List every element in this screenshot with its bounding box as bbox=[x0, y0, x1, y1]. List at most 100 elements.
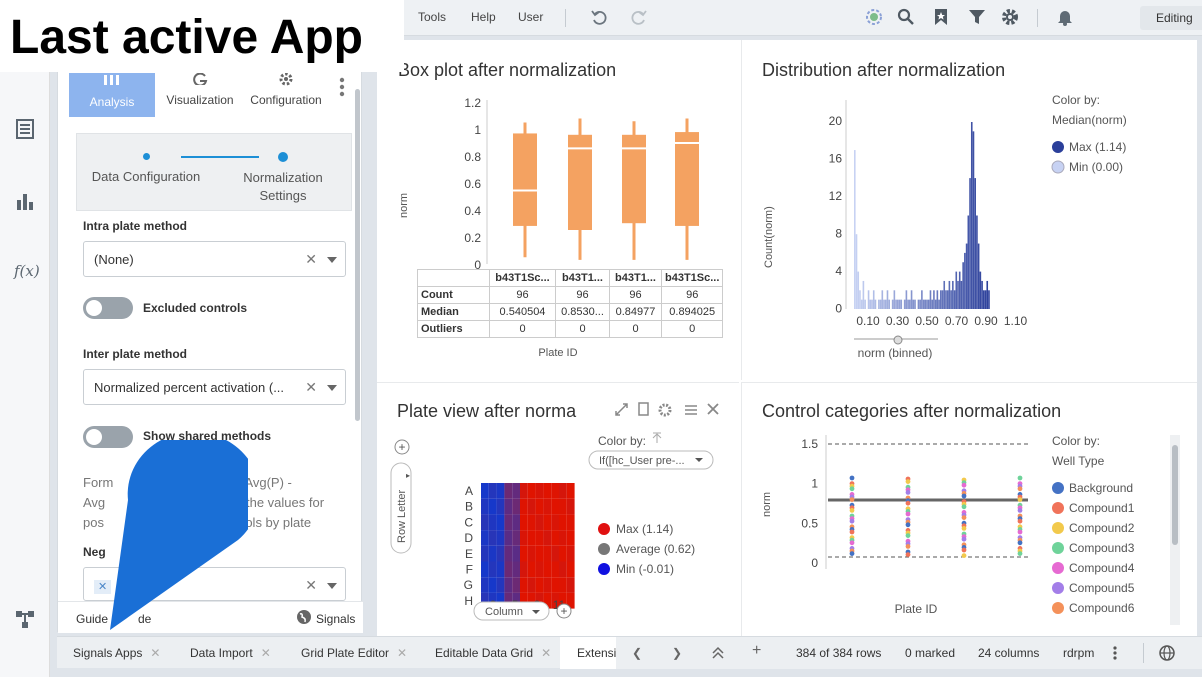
more-options-icon[interactable] bbox=[1112, 645, 1118, 661]
ctrl-legend-swatch bbox=[1052, 602, 1064, 614]
ctrl-point bbox=[905, 490, 911, 495]
close-icon: ✕ bbox=[397, 646, 408, 660]
guide-link[interactable]: Guide bbox=[76, 612, 109, 626]
box-row-label: Median bbox=[417, 303, 490, 321]
language-globe-icon[interactable] bbox=[1158, 644, 1176, 662]
dist-bar bbox=[952, 280, 954, 309]
menu-tools[interactable]: Tools bbox=[418, 10, 447, 24]
mode-dropdown[interactable]: Editing bbox=[1140, 6, 1202, 30]
ctrl-ylabel: norm bbox=[761, 492, 773, 517]
menu-user[interactable]: User bbox=[518, 10, 544, 24]
last-active-app-label: Last active App bbox=[0, 0, 404, 72]
bookmark-icon[interactable] bbox=[932, 8, 950, 26]
scrollbar[interactable] bbox=[355, 89, 360, 421]
plate-colorexpr: If([hc_User pre-... bbox=[599, 455, 685, 467]
intra-plate-select[interactable]: (None) ✕ bbox=[83, 241, 346, 277]
control-categories-viz[interactable]: Control categories after normalization n… bbox=[741, 382, 1197, 636]
gear-icon[interactable] bbox=[1001, 8, 1019, 26]
menu-help[interactable]: Help bbox=[471, 10, 496, 24]
ctrl-point bbox=[905, 552, 911, 557]
clear-icon[interactable]: ✕ bbox=[305, 577, 317, 593]
caret-down-icon[interactable] bbox=[327, 583, 337, 589]
plate-cell bbox=[559, 530, 567, 546]
filter-icon[interactable] bbox=[968, 8, 986, 26]
clear-icon[interactable]: ✕ bbox=[305, 379, 317, 395]
redo-icon[interactable] bbox=[630, 8, 648, 26]
marked-count: 0 marked bbox=[905, 646, 956, 660]
row-axis-pill bbox=[390, 462, 412, 554]
dist-bar bbox=[945, 290, 947, 309]
status-area: ❮ ❯ + 384 of 384 rows 0 marked 24 column… bbox=[616, 637, 1202, 669]
dist-bar bbox=[883, 299, 885, 309]
undo-icon[interactable] bbox=[590, 8, 608, 26]
box-stats-table: b43T1Sc... b43T1... b43T1... b43T1Sc... Coun… bbox=[417, 269, 724, 338]
plate-cell bbox=[481, 514, 489, 531]
box-plot-viz[interactable]: Box plot after normalization norm 1.2 1 0.… bbox=[377, 40, 739, 380]
plate-color-expression-dropdown bbox=[588, 450, 714, 470]
function-icon[interactable]: f(x) bbox=[14, 262, 40, 280]
table-icon[interactable] bbox=[14, 118, 36, 140]
box-xlabel: Plate ID bbox=[538, 347, 577, 359]
ctrl-xlabel: Plate ID bbox=[895, 602, 938, 616]
clear-icon[interactable]: ✕ bbox=[305, 251, 317, 267]
recommend-icon[interactable] bbox=[865, 8, 883, 26]
step-data-configuration[interactable]: Data Configuration bbox=[91, 169, 201, 184]
box-cell: 0.540504 bbox=[489, 303, 556, 321]
shared-methods-toggle[interactable] bbox=[83, 426, 133, 448]
dist-bar bbox=[919, 299, 921, 309]
dist-bar bbox=[898, 299, 901, 309]
dist-bar bbox=[929, 290, 932, 309]
notification-bell-icon[interactable] bbox=[1056, 8, 1074, 26]
svg-text:+: + bbox=[560, 604, 567, 618]
dist-bar bbox=[948, 280, 951, 309]
ctrl-point bbox=[905, 533, 911, 538]
plate-cell bbox=[527, 577, 536, 593]
plate-cell bbox=[496, 561, 505, 578]
tab-data-import[interactable]: Data Import ✕ bbox=[190, 646, 271, 660]
ctrl-legend-label: Background bbox=[1069, 481, 1133, 495]
excluded-controls-toggle[interactable] bbox=[83, 297, 133, 319]
dist-bar bbox=[884, 299, 887, 309]
tab-grid-plate-editor[interactable]: Grid Plate Editor ✕ bbox=[301, 646, 408, 660]
plate-cell bbox=[535, 545, 544, 562]
caret-down-icon[interactable] bbox=[327, 257, 337, 263]
tab-visualization[interactable]: Visualization bbox=[157, 73, 243, 117]
chevron-left-icon[interactable]: ❮ bbox=[632, 646, 643, 660]
tab-configuration[interactable]: Configuration bbox=[243, 73, 329, 117]
plate-cell bbox=[488, 530, 497, 546]
tab-extension-active[interactable]: Extensi bbox=[560, 637, 616, 669]
caret-down-icon[interactable] bbox=[327, 385, 337, 391]
dist-bar bbox=[869, 299, 872, 309]
box-col-header: b43T1Sc... bbox=[660, 269, 724, 287]
mode-label: Editing bbox=[1156, 11, 1193, 25]
box-cell: 0 bbox=[489, 320, 556, 338]
distribution-viz[interactable]: Distribution after normalization Count(n… bbox=[741, 40, 1197, 380]
ctrl-point bbox=[961, 482, 967, 488]
plate-cell bbox=[535, 592, 544, 609]
user-name: rdrpm bbox=[1063, 646, 1095, 660]
step-normalization-settings[interactable]: Normalization Settings bbox=[243, 170, 323, 203]
inter-plate-select[interactable]: Normalized percent activation (... ✕ bbox=[83, 369, 346, 405]
box-ytick: 0.2 bbox=[464, 231, 481, 245]
tab-signals-apps[interactable]: Signals Apps ✕ bbox=[73, 646, 161, 660]
dist-bar bbox=[927, 299, 930, 309]
workflow-icon[interactable] bbox=[14, 608, 36, 630]
bar-chart-icon[interactable] bbox=[14, 190, 36, 212]
ctrl-point bbox=[961, 493, 967, 499]
expand-icon bbox=[615, 403, 628, 416]
chevron-right-icon[interactable]: ❯ bbox=[672, 646, 683, 660]
search-icon[interactable] bbox=[897, 8, 915, 26]
more-options-icon[interactable] bbox=[339, 77, 345, 97]
ctrl-point bbox=[849, 540, 855, 546]
signals-link[interactable]: Signals bbox=[316, 612, 356, 626]
tab-analysis[interactable]: Analysis bbox=[69, 73, 155, 117]
tag-remove-icon[interactable]: ✕ bbox=[94, 580, 112, 594]
svg-text:▸: ▸ bbox=[406, 471, 410, 480]
add-icon[interactable]: + bbox=[752, 642, 762, 659]
dist-bar bbox=[895, 299, 897, 309]
tab-editable-data-grid[interactable]: Editable Data Grid ✕ bbox=[435, 646, 552, 660]
chevron-double-up-icon[interactable] bbox=[712, 646, 724, 660]
ctrl-point bbox=[1017, 518, 1023, 524]
ctrl-legend-swatch bbox=[1052, 562, 1064, 574]
